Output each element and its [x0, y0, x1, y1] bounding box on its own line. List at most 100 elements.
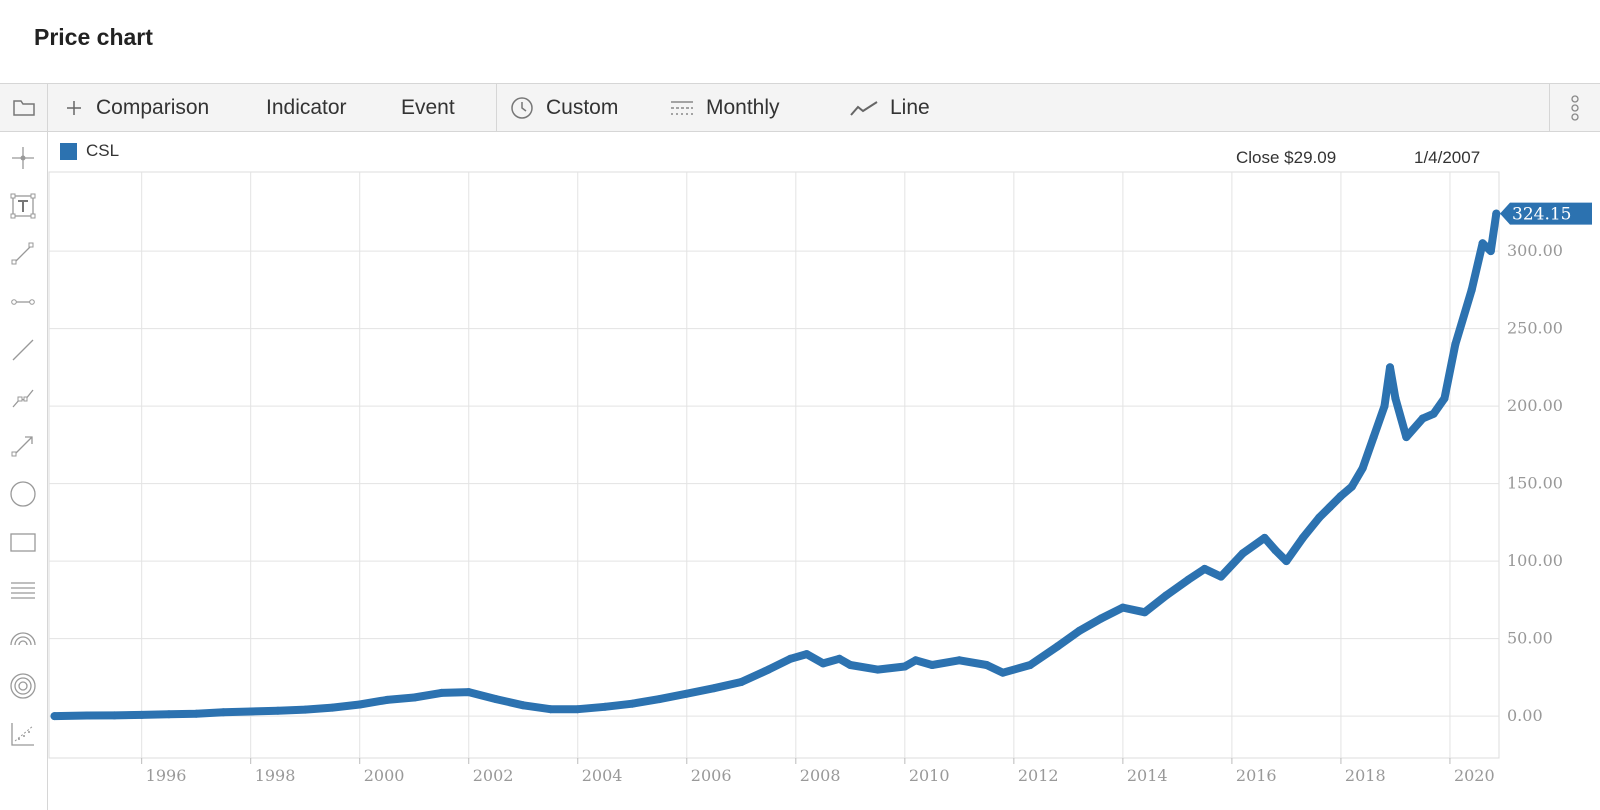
data-point: [1380, 402, 1389, 411]
plot-area-frame: [48, 171, 1500, 759]
event-label: Event: [401, 95, 455, 119]
x-tick-label: 2012: [1018, 766, 1059, 785]
legend-symbol: CSL: [86, 141, 120, 160]
period-icon: [670, 98, 694, 118]
data-point: [835, 654, 844, 663]
line-segment-icon: [11, 242, 34, 265]
straight-line-icon: [12, 339, 34, 361]
scatter-tool[interactable]: [8, 719, 38, 749]
data-point: [1492, 209, 1501, 218]
period-button[interactable]: Monthly: [670, 84, 780, 131]
data-point: [655, 695, 664, 704]
x-tick-label: 2006: [691, 766, 732, 785]
line-chart-icon: [850, 98, 878, 118]
data-point: [1075, 626, 1084, 635]
rectangle-tool[interactable]: [8, 527, 38, 557]
data-point: [301, 705, 310, 714]
y-tick-label: 0.00: [1507, 706, 1543, 725]
polyline-tool[interactable]: [8, 383, 38, 413]
range-button[interactable]: Custom: [510, 84, 618, 131]
data-point: [437, 688, 446, 697]
polyline-icon: [12, 389, 34, 408]
data-point: [1162, 591, 1171, 600]
straight-line-tool[interactable]: [8, 335, 38, 365]
data-point: [1184, 575, 1193, 584]
concentric-circles-icon: [10, 673, 36, 699]
data-point: [519, 701, 528, 710]
indicator-button[interactable]: Indicator: [266, 84, 347, 131]
last-value-tag: [1500, 202, 1592, 225]
comparison-button[interactable]: Comparison: [64, 84, 209, 131]
data-point: [737, 678, 746, 686]
circle-icon: [10, 481, 36, 507]
x-tick-label: 2014: [1127, 766, 1168, 785]
x-tick-label: 2020: [1454, 766, 1495, 785]
data-point: [928, 661, 937, 669]
more-options-button[interactable]: [1550, 84, 1600, 131]
data-point: [383, 695, 391, 704]
more-vertical-icon: [1571, 94, 1579, 121]
last-value-label: 324.15: [1512, 205, 1571, 225]
data-point: [1358, 464, 1367, 473]
data-point: [802, 650, 811, 659]
data-point: [710, 684, 718, 693]
arrow-line-tool[interactable]: [8, 431, 38, 461]
data-point: [50, 712, 59, 721]
style-label: Line: [890, 95, 930, 119]
data-point: [1478, 239, 1487, 248]
plus-icon: [64, 98, 84, 118]
data-point: [546, 705, 555, 714]
chart-legend: CSL: [60, 141, 119, 161]
data-point: [192, 709, 201, 718]
chart-toolbar: Comparison Indicator Event Custom Monthl…: [0, 83, 1600, 132]
open-folder-button[interactable]: [0, 84, 48, 131]
data-point: [464, 688, 473, 697]
y-tick-label: 150.00: [1507, 474, 1563, 493]
y-tick-label: 100.00: [1507, 551, 1563, 570]
y-tick-label: 300.00: [1507, 241, 1563, 260]
parallel-lines-tool[interactable]: [8, 575, 38, 605]
data-point: [1282, 557, 1291, 566]
data-point: [1440, 394, 1449, 403]
toolbar-divider-right: [1549, 84, 1550, 131]
text-tool[interactable]: [8, 191, 38, 221]
data-point: [998, 668, 1007, 677]
chart-style-button[interactable]: Line: [850, 84, 930, 131]
clock-icon: [510, 96, 534, 120]
price-line-csl: [50, 209, 1501, 721]
data-point: [328, 703, 337, 712]
x-tick-label: 2008: [800, 766, 841, 785]
data-point: [955, 656, 964, 665]
text-tool-icon: [10, 193, 36, 219]
data-point: [873, 665, 882, 674]
data-point: [1386, 363, 1394, 372]
arc-tool[interactable]: [8, 623, 38, 653]
data-point: [273, 706, 282, 715]
x-tick-label: 2018: [1345, 766, 1386, 785]
data-point: [1260, 533, 1269, 542]
y-tick-label: 250.00: [1507, 319, 1563, 338]
horizontal-segment-tool[interactable]: [8, 287, 38, 317]
circle-tool[interactable]: [8, 479, 38, 509]
data-point: [246, 707, 255, 716]
data-point: [573, 705, 582, 714]
concentric-circles-tool[interactable]: [8, 671, 38, 701]
data-point: [1200, 564, 1209, 573]
x-tick-label: 2004: [582, 766, 623, 785]
event-button[interactable]: Event: [401, 84, 455, 131]
data-point: [1315, 513, 1324, 522]
period-label: Monthly: [706, 95, 780, 119]
x-tick-label: 2010: [909, 766, 950, 785]
y-tick-label: 200.00: [1507, 396, 1563, 415]
comparison-label: Comparison: [96, 95, 210, 119]
legend-swatch: [60, 142, 77, 160]
crosshair-tool[interactable]: [8, 143, 38, 173]
data-point: [1271, 546, 1280, 555]
data-point: [164, 710, 173, 719]
data-point: [1486, 247, 1495, 256]
line-segment-tool[interactable]: [8, 239, 38, 269]
data-point: [1097, 614, 1106, 623]
crosshair-icon: [12, 147, 34, 169]
indicator-label: Indicator: [266, 95, 347, 119]
